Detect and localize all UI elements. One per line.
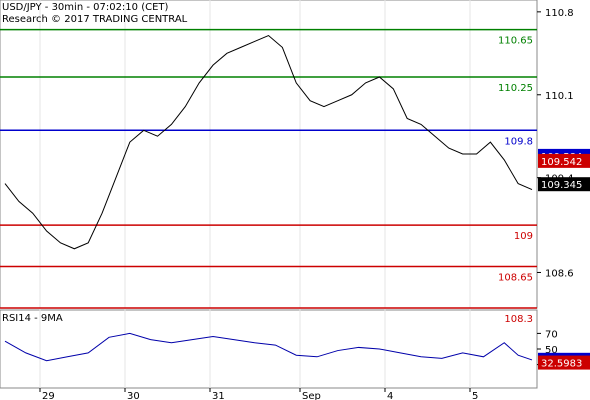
level-label: 110.25 [498, 83, 533, 94]
rsi-tick-label: 70 [545, 329, 558, 340]
chart-subtitle: Research © 2017 TRADING CENTRAL [2, 14, 188, 25]
price-marker-box [538, 355, 590, 370]
chart-title: USD/JPY - 30min - 07:02:10 (CET) [2, 2, 169, 13]
rsi-title: RSI14 - 9MA [2, 313, 63, 324]
level-label: 110.65 [498, 36, 533, 47]
price-marker-box [538, 153, 590, 168]
price-tick-label: 108.6 [545, 268, 574, 279]
time-tick-label: 31 [212, 391, 225, 400]
time-tick-label: 29 [42, 391, 55, 400]
vertical-gridlines [39, 0, 471, 388]
time-tick-label: 4 [387, 391, 393, 400]
level-label: 108.3 [504, 314, 533, 325]
price-tick-label: 110.8 [545, 8, 574, 19]
level-label: 108.65 [498, 273, 533, 284]
rsi-line [4, 332, 533, 362]
level-label: 109 [514, 231, 533, 242]
rsi-tick-label: 50 [545, 345, 558, 356]
plot-frame [0, 0, 538, 309]
time-axis-ticks: 29 30 31 Sep 4 5 [39, 388, 478, 400]
price-marker-label: 109.345 [541, 180, 582, 191]
price-tick-label: 110.1 [545, 91, 574, 102]
rsi-series [4, 332, 533, 362]
time-tick-label: 5 [472, 391, 478, 400]
level-label: 109.8 [504, 136, 533, 147]
price-series [4, 34, 533, 250]
time-tick-label: Sep [302, 391, 321, 400]
time-tick-label: 30 [127, 391, 140, 400]
price-marker-label: 109.542 [541, 157, 582, 168]
price-marker-label: 32.5983 [541, 359, 582, 370]
horizontal-levels: 110.65 110.25 109.8 109 108.65 108.3 [0, 28, 537, 325]
price-line [4, 34, 533, 250]
rsi-frame [0, 309, 538, 389]
price-marker-box [538, 177, 590, 192]
